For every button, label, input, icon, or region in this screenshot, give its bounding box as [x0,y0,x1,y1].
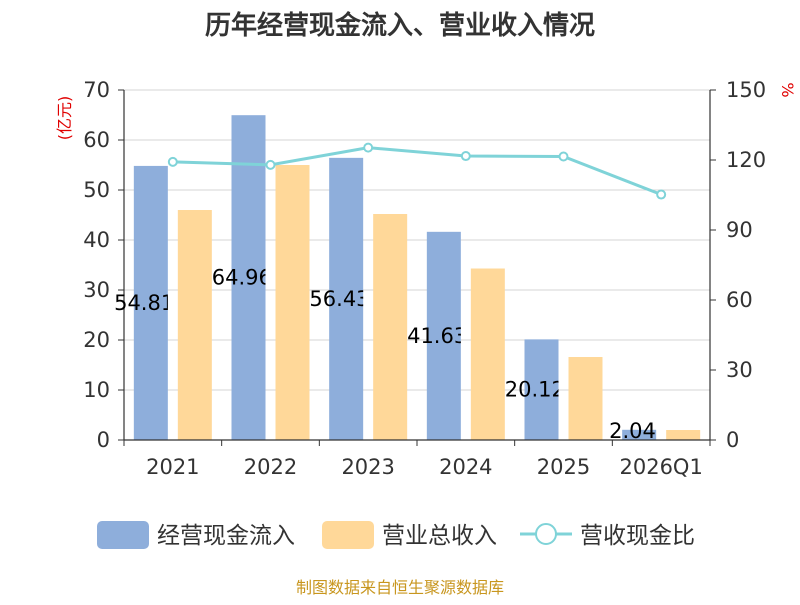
ratio-point [265,159,276,170]
bar-revenue [666,430,701,440]
x-tick-label: 2021 [146,455,199,479]
right-tick-label: 90 [726,218,753,242]
right-tick-label: 30 [726,358,753,382]
ratio-line [172,146,662,196]
x-tick-label: 2024 [439,455,492,479]
bar-revenue [470,268,505,440]
legend: 经营现金流入 营业总收入 营收现金比 [97,521,695,549]
source-note: 制图数据来自恒生聚源数据库 [296,578,504,597]
bar-cash-inflow [133,165,168,440]
legend-swatch [322,521,374,549]
ratio-point [656,189,667,200]
bar-cash-inflow [329,157,364,440]
right-tick-label: 120 [726,148,766,172]
bar-revenue [275,165,310,440]
grid-lines [124,89,710,391]
legend-label: 营收现金比 [580,523,695,549]
ratio-point [460,151,471,162]
data-label: 64.962 [212,266,285,290]
right-axis-unit: % [778,82,797,97]
bar-revenue [568,357,603,440]
bar-revenue [177,210,212,440]
right-tick-label: 150 [726,78,766,102]
data-label: 41.635 [407,324,480,348]
legend-label: 经营现金流入 [157,523,295,549]
legend-label: 营业总收入 [382,523,497,549]
data-label: 54.818 [114,291,187,315]
legend-marker [535,523,557,545]
data-label: 20.126 [505,378,578,402]
x-tick-label: 2023 [341,455,394,479]
legend-swatch [97,521,149,549]
ratio-line-group [167,142,667,200]
x-tick-label: 2025 [537,455,590,479]
left-tick-label: 20 [83,328,110,352]
x-tick-label: 2022 [244,455,297,479]
bar-cash-inflow [426,231,461,440]
left-tick-label: 60 [83,128,110,152]
ratio-point [167,156,178,167]
chart-title: 历年经营现金流入、营业收入情况 [205,10,595,41]
left-tick-label: 30 [83,278,110,302]
data-labels-group: 54.818 64.962 56.431 41.635 20.126 2.043 [114,266,669,443]
data-label: 56.431 [309,287,382,311]
left-tick-label: 0 [97,428,110,452]
ratio-point [363,142,374,153]
axes-group: 0 10 20 30 40 50 60 70 0 30 60 90 120 150 2021 2022 2023… [83,78,766,479]
left-axis-unit: (亿元) [55,96,74,141]
left-tick-label: 70 [83,78,110,102]
right-tick-label: 60 [726,288,753,312]
left-tick-label: 50 [83,178,110,202]
ratio-point [558,151,569,162]
data-label: 2.043 [609,419,669,443]
bar-revenue [373,214,408,440]
bar-cash-inflow [231,115,266,440]
bar-cash-inflow [622,429,657,440]
left-tick-label: 10 [83,378,110,402]
bars-group [133,115,701,440]
x-tick-label: 2026Q1 [619,455,702,479]
bar-cash-inflow [524,339,559,440]
left-tick-label: 40 [83,228,110,252]
right-tick-label: 0 [726,428,739,452]
